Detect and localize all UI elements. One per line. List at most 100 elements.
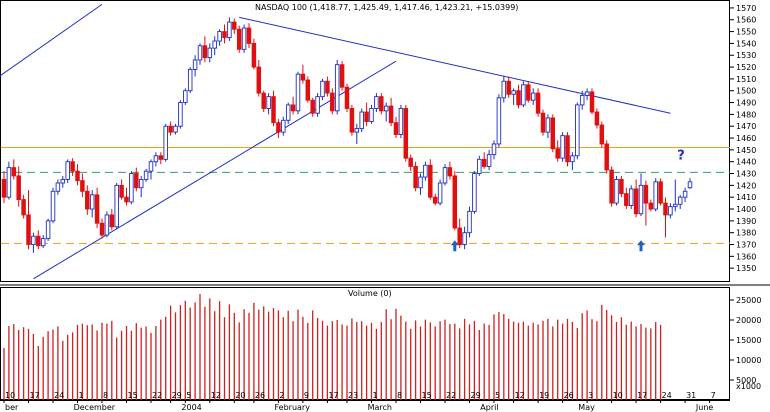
candle-body bbox=[148, 161, 154, 172]
question-mark: ? bbox=[677, 148, 685, 163]
x-day-label: 15 bbox=[128, 391, 138, 400]
candle-body bbox=[300, 73, 306, 81]
candle-body bbox=[364, 111, 369, 122]
x-day-label: 24 bbox=[662, 391, 672, 400]
price-axis-ticks: 1350 1360 1370 1380 1390 1400 1410 1420 1430 1440… bbox=[730, 4, 756, 273]
candle-body bbox=[540, 112, 546, 133]
x-axis-labels: 10 17 24 1 8 15 22 29 5 12 20 26 2 9 17 23 1 8 15 22 29 5 12 19… bbox=[0, 391, 730, 412]
candle-body bbox=[447, 167, 453, 177]
candle-body bbox=[168, 125, 173, 133]
x-day-label: 17 bbox=[328, 391, 338, 400]
candle-body bbox=[124, 196, 129, 203]
candle-body bbox=[70, 161, 75, 172]
price-panel-frame bbox=[0, 0, 730, 282]
candle-body bbox=[45, 220, 51, 240]
candle-body bbox=[153, 155, 159, 163]
candle-body bbox=[178, 102, 183, 127]
candle-body bbox=[241, 27, 247, 50]
x-day-label: 22 bbox=[152, 391, 162, 400]
x-day-label: 8 bbox=[397, 391, 402, 400]
x-day-label: 26 bbox=[255, 391, 265, 400]
candle-body bbox=[550, 117, 556, 150]
candle-body bbox=[11, 167, 17, 177]
price-tick-label: 1560 bbox=[736, 16, 756, 25]
candle-body bbox=[85, 190, 90, 210]
candle-body bbox=[393, 122, 399, 135]
candle-body bbox=[60, 178, 66, 184]
candle-body bbox=[403, 108, 409, 159]
candle-body bbox=[6, 167, 12, 198]
x-day-label: 24 bbox=[54, 391, 64, 400]
candle-body bbox=[290, 104, 296, 112]
candle-body bbox=[163, 125, 168, 160]
price-tick-label: 1490 bbox=[736, 99, 756, 108]
candle-body bbox=[266, 96, 271, 109]
volume-bars bbox=[3, 294, 662, 400]
candle-body bbox=[207, 47, 213, 59]
price-tick-label: 1380 bbox=[736, 229, 756, 238]
candle-body bbox=[89, 194, 95, 210]
x-day-label: 5 bbox=[186, 391, 191, 400]
candle-body bbox=[310, 99, 315, 114]
candle-body bbox=[349, 108, 355, 133]
candle-body bbox=[75, 170, 80, 182]
x-day-label: 3 bbox=[588, 391, 593, 400]
candle-body bbox=[138, 178, 144, 189]
candle-body bbox=[31, 235, 36, 245]
candle-body bbox=[276, 122, 281, 133]
candle-body bbox=[183, 90, 188, 104]
x-month-label: February bbox=[275, 403, 311, 412]
candle-body bbox=[281, 119, 286, 133]
candle-body bbox=[668, 206, 673, 216]
candle-body bbox=[256, 66, 262, 94]
candle-body bbox=[643, 184, 649, 204]
candle-body bbox=[40, 238, 46, 247]
price-tick-label: 1430 bbox=[736, 170, 756, 179]
candle-body bbox=[202, 45, 208, 59]
candle-body bbox=[521, 84, 526, 106]
candle-body bbox=[555, 148, 560, 159]
candle-body bbox=[109, 214, 115, 228]
price-tick-label: 1470 bbox=[736, 122, 756, 131]
candle-body bbox=[584, 91, 590, 96]
candle-body bbox=[80, 180, 85, 192]
price-tick-label: 1400 bbox=[736, 205, 756, 214]
candle-body bbox=[501, 80, 507, 99]
candle-body bbox=[633, 188, 639, 215]
candle-body bbox=[452, 175, 458, 229]
price-tick-label: 1500 bbox=[736, 87, 756, 96]
candle-body bbox=[173, 125, 178, 133]
x-day-label: 1 bbox=[373, 391, 378, 400]
candle-body bbox=[344, 86, 350, 109]
volume-panel-frame bbox=[0, 287, 730, 400]
candle-body bbox=[486, 154, 492, 167]
volume-title: Volume (0) bbox=[348, 289, 392, 298]
candle-body bbox=[408, 157, 413, 167]
candle-body bbox=[599, 124, 605, 145]
candle-body bbox=[232, 21, 237, 30]
price-tick-label: 1460 bbox=[736, 134, 756, 143]
price-tick-label: 1520 bbox=[736, 63, 756, 72]
candle-body bbox=[570, 155, 575, 163]
candle-body bbox=[418, 176, 423, 189]
x-day-label: 9 bbox=[304, 391, 309, 400]
candle-body bbox=[472, 173, 477, 212]
candle-body bbox=[187, 68, 193, 92]
candle-body bbox=[339, 64, 345, 88]
volume-tick-label: 10000 bbox=[736, 356, 761, 365]
candle-body bbox=[442, 167, 448, 184]
candle-body bbox=[432, 196, 438, 204]
candle-body bbox=[682, 190, 688, 198]
price-tick-label: 1530 bbox=[736, 51, 756, 60]
volume-axis-ticks: 5000 10000 15000 20000 25000 bbox=[730, 296, 761, 385]
candle-body bbox=[673, 203, 678, 208]
x-day-label: 20 bbox=[235, 391, 245, 400]
candle-body bbox=[227, 21, 232, 38]
x-day-label: 23 bbox=[348, 391, 358, 400]
candle-body bbox=[1, 178, 7, 198]
volume-tick-label: 20000 bbox=[736, 316, 761, 325]
candle-body bbox=[369, 108, 374, 122]
candle-body bbox=[575, 104, 580, 157]
candle-body bbox=[197, 45, 203, 61]
candle-body bbox=[496, 97, 502, 145]
